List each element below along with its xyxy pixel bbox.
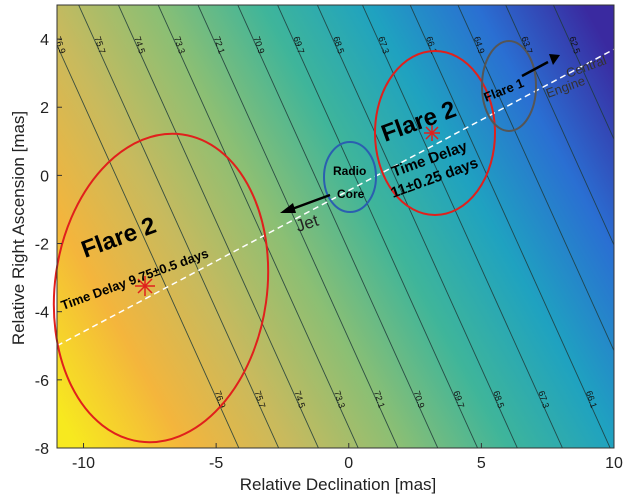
x-axis-title: Relative Declination [mas] — [240, 475, 437, 494]
y-axis-title: Relative Right Ascension [mas] — [9, 111, 28, 345]
y-axis: -8 -6 -4 -2 0 2 4 — [35, 32, 62, 458]
jet-axis-line — [57, 48, 614, 347]
contour-line — [197, 5, 399, 448]
contour-line — [457, 5, 614, 352]
x-tick-label: 5 — [477, 455, 486, 472]
contour-line — [552, 5, 614, 141]
y-tick-label: -2 — [35, 237, 49, 254]
contour-line — [157, 5, 359, 448]
contour-level-label: 76.9 — [53, 35, 68, 55]
contour-line — [277, 5, 479, 448]
marker-left-star — [135, 276, 155, 296]
radio-label: Radio — [333, 164, 366, 178]
heatmap-background — [57, 5, 614, 448]
x-tick-label: -10 — [72, 455, 95, 472]
y-tick-label: 4 — [40, 32, 49, 49]
x-axis: -10 -5 0 5 10 — [72, 443, 623, 472]
contour-line — [316, 5, 518, 448]
contour-line — [57, 44, 240, 448]
radio-core-region — [323, 141, 377, 213]
y-tick-label: -8 — [35, 441, 49, 458]
central-engine-arrow — [521, 54, 560, 78]
y-tick-label: -4 — [35, 305, 49, 322]
flare2-left-region — [52, 132, 270, 444]
x-tick-label: -5 — [209, 455, 223, 472]
contour-line — [78, 5, 280, 448]
contour-line — [117, 5, 319, 448]
contour-line — [505, 5, 614, 247]
marker-right-star — [424, 125, 440, 141]
y-tick-label: 2 — [40, 100, 49, 117]
plot-area: 76.976.975.775.774.574.573.373.372.172.1… — [52, 4, 642, 449]
contour-line — [237, 5, 439, 448]
plot-frame — [56, 4, 615, 449]
jet-arrow — [280, 193, 331, 213]
contour-line — [409, 5, 611, 448]
flare1-region — [481, 40, 537, 132]
contour-level-label: 64.9 — [632, 389, 642, 409]
y-tick-label: -6 — [35, 373, 49, 390]
core-label: Core — [337, 187, 365, 201]
flare2-right-region — [374, 50, 496, 216]
x-tick-label: 0 — [344, 455, 353, 472]
y-tick-label: 0 — [40, 168, 49, 185]
x-tick-label: 10 — [605, 455, 623, 472]
